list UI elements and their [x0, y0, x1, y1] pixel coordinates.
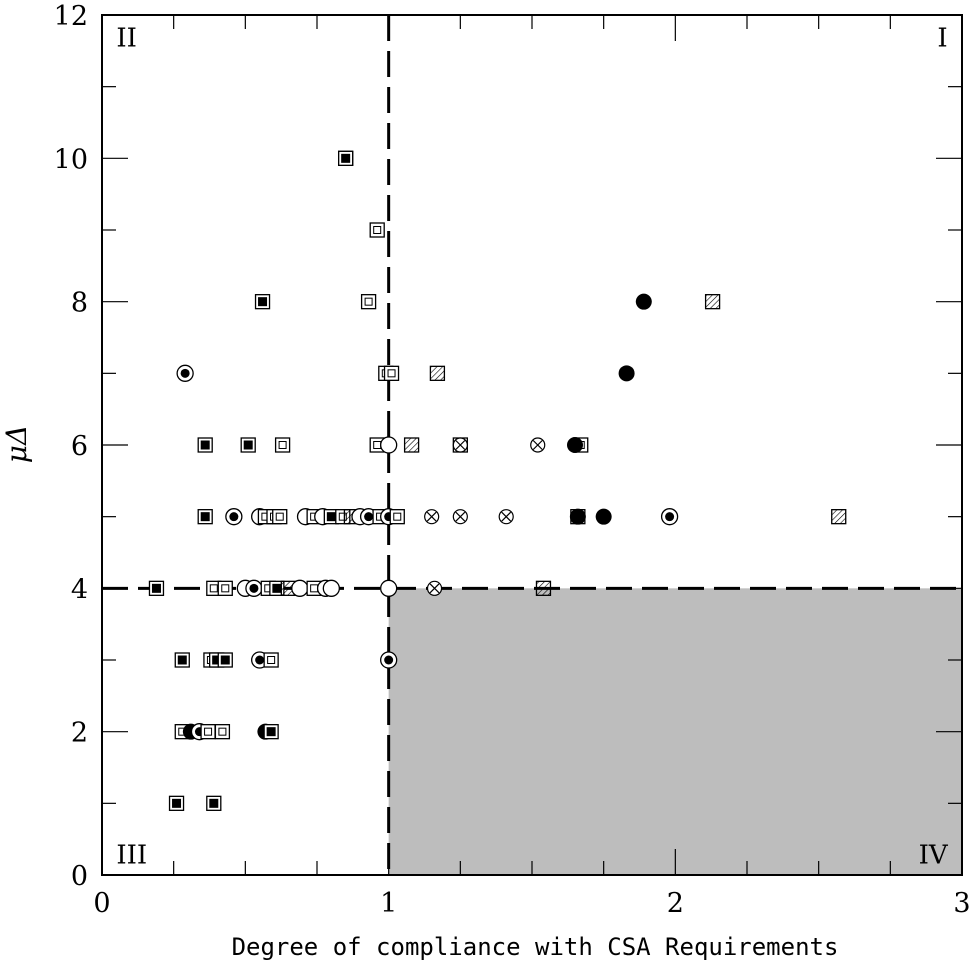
- data-point-hatched-square: [429, 365, 446, 381]
- y-tick-label: 4: [71, 574, 88, 605]
- data-point-filled-square: [217, 652, 233, 668]
- data-point-open-circle: [291, 579, 309, 597]
- data-point-filled-circle: [567, 437, 583, 453]
- data-point-dotted-circle: [660, 508, 679, 526]
- shaded-region-quadrant-iv: [388, 588, 963, 875]
- y-tick-label: 8: [71, 288, 88, 319]
- data-point-open-circle: [380, 436, 398, 454]
- data-point-filled-circle: [569, 508, 586, 525]
- data-point-open-square: [383, 365, 400, 381]
- data-point-filled-square: [174, 652, 190, 668]
- data-point-filled-square: [254, 294, 271, 310]
- data-point-filled-square: [197, 509, 213, 525]
- data-point-open-square: [389, 509, 405, 525]
- data-point-filled-square: [240, 437, 256, 453]
- y-tick-label: 12: [54, 1, 88, 32]
- data-points: [148, 150, 847, 811]
- data-point-crossed-circle: [498, 509, 514, 525]
- data-point-open-square: [200, 724, 216, 740]
- data-point-crossed-circle: [452, 509, 468, 525]
- quadrant-label: I: [937, 24, 947, 54]
- data-point-filled-square: [148, 580, 165, 596]
- x-tick-label: 3: [953, 888, 970, 919]
- data-point-dotted-circle: [245, 579, 263, 597]
- data-point-open-circle: [322, 579, 340, 597]
- y-tick-label: 6: [71, 431, 88, 462]
- data-point-crossed-circle: [452, 437, 468, 453]
- data-point-filled-square: [206, 795, 222, 811]
- data-point-open-square: [272, 509, 288, 525]
- data-point-filled-circle: [635, 293, 652, 310]
- data-point-filled-circle: [618, 365, 635, 382]
- y-axis-title: μΔ: [0, 425, 33, 463]
- data-point-open-square: [369, 222, 385, 238]
- data-point-dotted-circle: [176, 364, 194, 382]
- x-tick-label: 2: [667, 888, 684, 919]
- data-point-filled-square: [338, 150, 354, 166]
- y-tick-label: 10: [54, 144, 88, 175]
- quadrant-label: IV: [919, 841, 949, 871]
- data-point-open-square: [217, 580, 233, 596]
- data-point-open-square: [263, 652, 279, 668]
- data-point-hatched-square: [704, 294, 721, 310]
- data-point-crossed-circle: [424, 509, 440, 525]
- data-point-open-square: [214, 724, 231, 740]
- data-point-hatched-square: [831, 509, 847, 525]
- y-tick-label: 0: [71, 861, 88, 892]
- quadrant-label: II: [116, 24, 137, 54]
- y-tick-label: 2: [71, 718, 88, 749]
- quadrant-label: III: [116, 841, 147, 871]
- data-point-dotted-circle: [225, 508, 243, 526]
- data-point-filled-square: [197, 437, 213, 453]
- data-point-open-circle: [380, 579, 398, 597]
- data-point-crossed-circle: [426, 580, 443, 596]
- data-point-filled-square: [168, 795, 185, 811]
- x-tick-label: 1: [380, 888, 397, 919]
- data-point-open-square: [360, 294, 377, 310]
- data-point-hatched-square: [535, 580, 552, 596]
- data-point-crossed-circle: [530, 437, 546, 453]
- data-point-filled-square: [263, 724, 279, 740]
- data-point-open-square: [274, 437, 291, 453]
- x-tick-label: 0: [93, 888, 110, 919]
- data-point-dotted-circle: [380, 651, 398, 669]
- data-point-hatched-square: [403, 437, 420, 453]
- data-point-filled-circle: [595, 508, 612, 525]
- x-axis-title: Degree of compliance with CSA Requiremen…: [232, 933, 839, 961]
- plot-frame: [101, 14, 963, 876]
